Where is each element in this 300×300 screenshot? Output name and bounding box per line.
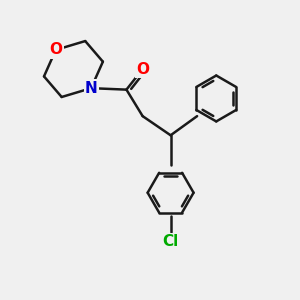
Text: O: O [136, 61, 149, 76]
Text: N: N [85, 81, 98, 96]
Text: O: O [49, 42, 62, 57]
Text: Cl: Cl [163, 234, 179, 249]
